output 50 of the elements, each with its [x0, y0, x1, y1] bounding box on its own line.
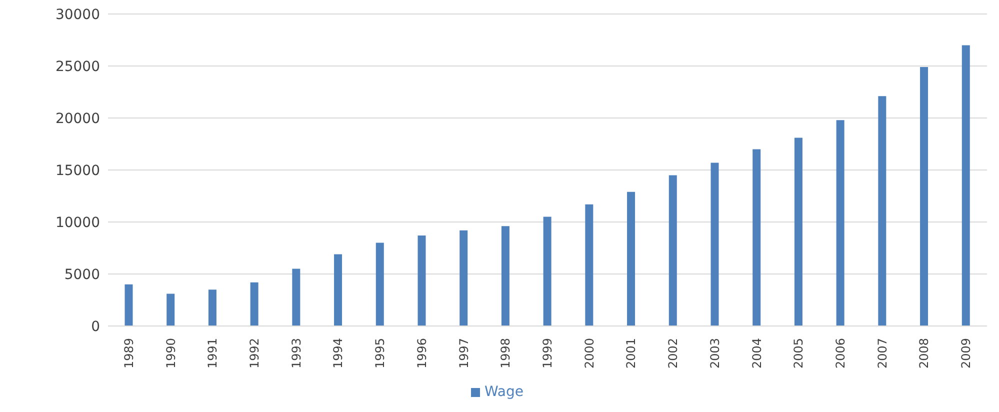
x-tick-label: 2009 — [959, 338, 974, 369]
y-tick-label: 10000 — [55, 214, 100, 231]
x-tick-label: 2000 — [582, 338, 596, 369]
bar — [627, 192, 636, 326]
x-tick-label: 1993 — [289, 338, 304, 369]
x-tick-label: 2002 — [666, 338, 680, 369]
y-tick-label: 5000 — [64, 266, 100, 283]
y-tick-label: 20000 — [55, 110, 100, 127]
x-tick-label: 1998 — [498, 338, 513, 369]
bar — [334, 254, 342, 326]
bar — [836, 120, 844, 326]
bar — [250, 282, 258, 326]
y-tick-label: 15000 — [55, 162, 100, 179]
bar — [501, 226, 510, 326]
x-tick-label: 1990 — [164, 338, 178, 369]
bar — [460, 230, 468, 326]
x-tick-label: 2003 — [708, 338, 722, 369]
x-tick-label: 1994 — [331, 338, 346, 369]
bar — [166, 294, 175, 326]
y-tick-label: 0 — [91, 318, 100, 335]
y-tick-label: 25000 — [55, 58, 100, 75]
x-tick-label: 1989 — [122, 338, 136, 369]
x-tick-label: 1996 — [414, 338, 429, 369]
x-tick-label: 2001 — [624, 338, 638, 369]
x-tick-label: 2007 — [875, 338, 890, 369]
bar — [668, 175, 677, 326]
x-tick-label: 2005 — [792, 338, 806, 369]
bar — [710, 162, 719, 326]
bar — [585, 204, 594, 326]
bar — [208, 290, 216, 326]
x-tick-label: 1997 — [456, 338, 471, 369]
bar — [124, 284, 133, 326]
x-tick-label: 2006 — [834, 338, 848, 369]
bar — [292, 268, 300, 326]
bar — [543, 216, 552, 326]
bar — [962, 45, 970, 326]
x-tick-label: 2004 — [750, 338, 764, 369]
bar — [418, 236, 426, 326]
bar — [794, 138, 802, 326]
x-tick-label: 1995 — [373, 338, 388, 369]
x-tick-label: 2008 — [917, 338, 932, 369]
x-tick-label: 1991 — [206, 338, 220, 369]
bar — [376, 242, 384, 326]
x-tick-label: 1992 — [248, 338, 262, 369]
bar — [878, 96, 886, 326]
y-tick-label: 30000 — [55, 6, 100, 23]
bar — [920, 67, 928, 326]
legend-label: Wage — [484, 384, 524, 400]
bar — [752, 149, 761, 326]
x-tick-label: 1999 — [540, 338, 554, 369]
